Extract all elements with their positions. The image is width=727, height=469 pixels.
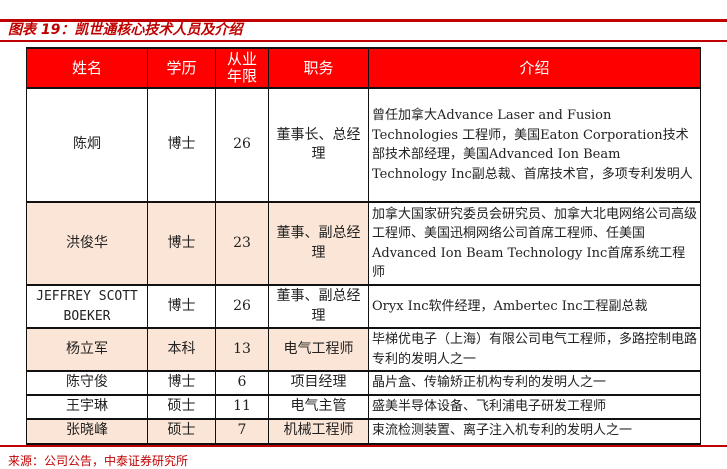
cell-name: 杨立军	[26, 327, 148, 372]
cell-years: 26	[215, 284, 269, 329]
cell-name: 陈守俊	[26, 370, 148, 396]
cell-years: 7	[215, 417, 269, 445]
cell-years: 26	[215, 87, 269, 203]
cell-role: 机械工程师	[268, 417, 369, 445]
header-years-label: 从业年限	[226, 49, 257, 85]
cell-intro: 晶片盒、传输矫正机构专利的发明人之一	[368, 370, 701, 396]
cell-intro: 曾任加拿大Advance Laser and Fusion Technologi…	[368, 87, 701, 203]
cell-name: 王宇琳	[26, 394, 148, 420]
cell-education: 博士	[147, 87, 216, 203]
cell-role: 董事、副总经理	[268, 201, 369, 286]
top-rule	[0, 19, 727, 22]
header-name: 姓名	[26, 47, 148, 89]
table-row: 杨立军 本科 13 电气工程师 毕梯优电子（上海）有限公司电气工程师，多路控制电路专利的…	[26, 327, 701, 372]
cell-intro: 盛美半导体设备、飞利浦电子研发工程师	[368, 394, 701, 420]
cell-role: 董事、副总经理	[268, 284, 369, 329]
staff-table: 姓名 学历 从业年限 职务 介绍 陈炯 博士 26 董事长、总经理 曾任加拿大Advan…	[26, 47, 701, 445]
table-header: 姓名 学历 从业年限 职务 介绍	[26, 47, 701, 89]
cell-name: 张晓峰	[26, 417, 148, 445]
title-underline	[0, 40, 727, 42]
cell-education: 博士	[147, 370, 216, 396]
cell-role: 项目经理	[268, 370, 369, 396]
cell-role: 董事长、总经理	[268, 87, 369, 203]
cell-intro: Oryx Inc软件经理，Ambertec Inc工程副总裁	[368, 284, 701, 329]
cell-education: 博士	[147, 201, 216, 286]
cell-years: 11	[215, 394, 269, 420]
cell-years: 23	[215, 201, 269, 286]
table-row: 张晓峰 硕士 7 机械工程师 束流检测装置、离子注入机专利的发明人之一	[26, 417, 701, 445]
header-role: 职务	[268, 47, 369, 89]
cell-education: 硕士	[147, 394, 216, 420]
header-years: 从业年限	[215, 47, 269, 89]
cell-name: 陈炯	[26, 87, 148, 203]
cell-intro: 毕梯优电子（上海）有限公司电气工程师，多路控制电路专利的发明人之一	[368, 327, 701, 372]
cell-education: 硕士	[147, 417, 216, 445]
table-row: 陈炯 博士 26 董事长、总经理 曾任加拿大Advance Laser and Fusi…	[26, 87, 701, 203]
cell-intro: 束流检测装置、离子注入机专利的发明人之一	[368, 417, 701, 445]
header-intro: 介绍	[368, 47, 701, 89]
figure-title: 图表 19：凯世通核心技术人员及介绍	[8, 22, 243, 38]
cell-education: 博士	[147, 284, 216, 329]
bottom-rule	[0, 445, 727, 447]
cell-name: 洪俊华	[26, 201, 148, 286]
cell-years: 6	[215, 370, 269, 396]
cell-role: 电气主管	[268, 394, 369, 420]
cell-name: JEFFREY SCOTT BOEKER	[26, 284, 148, 329]
table-row: 洪俊华 博士 23 董事、副总经理 加拿大国家研究委员会研究员、加拿大北电网络公司高级工…	[26, 201, 701, 286]
cell-intro: 加拿大国家研究委员会研究员、加拿大北电网络公司高级工程师、美国迅桐网络公司首席工…	[368, 201, 701, 286]
cell-education: 本科	[147, 327, 216, 372]
table-row: 陈守俊 博士 6 项目经理 晶片盒、传输矫正机构专利的发明人之一	[26, 370, 701, 396]
cell-role: 电气工程师	[268, 327, 369, 372]
table-row: JEFFREY SCOTT BOEKER 博士 26 董事、副总经理 Oryx Inc软…	[26, 284, 701, 329]
source-note: 来源：公司公告，中泰证券研究所	[8, 454, 189, 468]
cell-years: 13	[215, 327, 269, 372]
header-education: 学历	[147, 47, 216, 89]
table-row: 王宇琳 硕士 11 电气主管 盛美半导体设备、飞利浦电子研发工程师	[26, 394, 701, 420]
